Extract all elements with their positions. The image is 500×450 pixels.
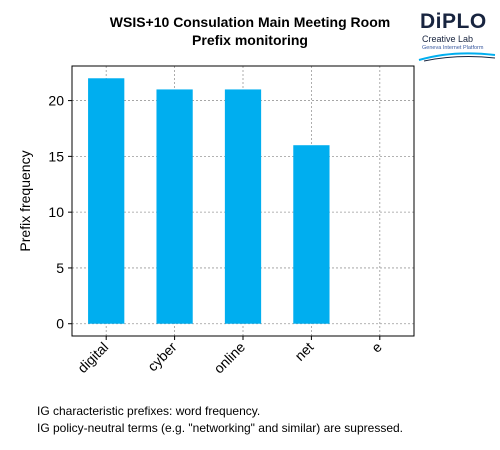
x-tick-label: e [368,339,385,356]
x-tick-label: online [210,339,248,377]
x-tick-label: digital [74,339,111,376]
bar-chart: digital cyber online net e 0 5 10 15 20 Prefix fr… [17,65,415,377]
x-tick-label: cyber [144,339,180,375]
y-tick-label: 5 [56,260,64,276]
caption-line-1: IG characteristic prefixes: word frequen… [37,404,261,418]
chart-subtitle: Prefix monitoring [192,32,308,48]
bar-digital [88,78,125,324]
caption-line-2: IG policy-neutral terms (e.g. "networkin… [37,421,403,435]
y-tick-label: 0 [56,316,64,332]
chart-title: WSIS+10 Consulation Main Meeting Room [109,14,391,30]
bar-cyber [156,89,193,324]
logo-wordmark: DiPLO [420,10,487,33]
bar-online [224,89,262,324]
logo-swoosh-icon [418,52,496,62]
logo-line-1: Creative Lab [422,34,474,44]
logo-line-2: Geneva Internet Platform [422,45,484,51]
bars [88,78,330,324]
y-tick-label: 10 [48,204,64,220]
y-tick-label: 20 [48,93,64,109]
y-axis-label: Prefix frequency [17,150,33,251]
bar-net [293,145,330,324]
diplo-logo: DiPLO Creative Lab Geneva Internet Platf… [418,10,498,66]
y-tick-label: 15 [48,148,64,164]
x-tick-label: net [291,339,316,364]
